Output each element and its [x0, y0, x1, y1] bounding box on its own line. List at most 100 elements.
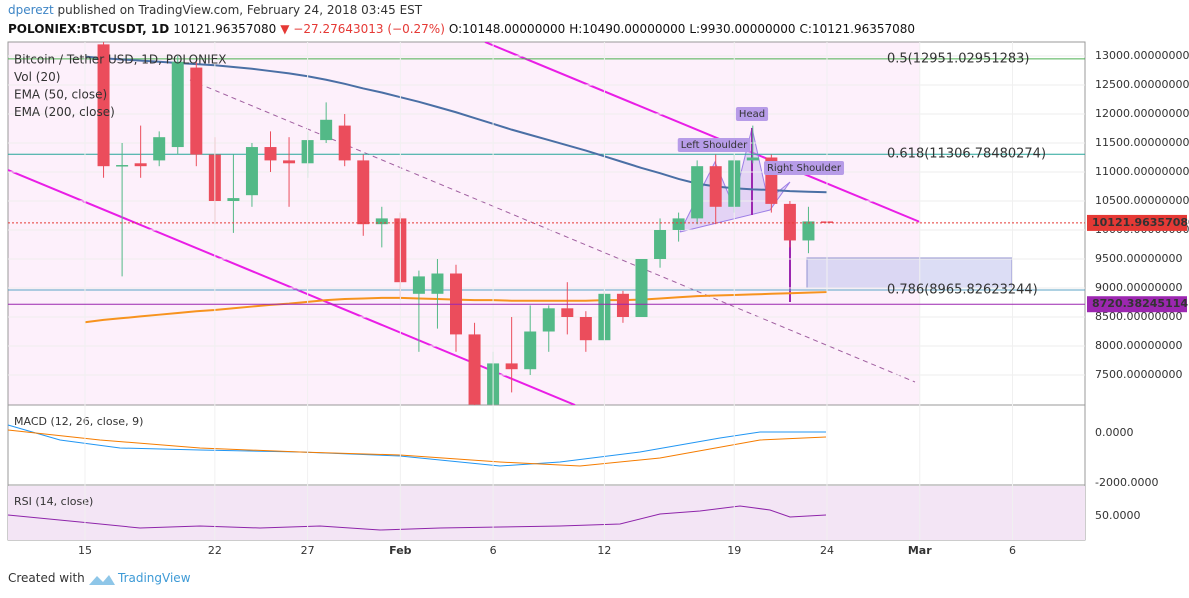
y-tick-label: 9000.00000000	[1095, 281, 1182, 294]
macd-line	[7, 424, 826, 467]
x-tick-label: Feb	[389, 544, 412, 557]
rsi-tick: 50.0000	[1095, 509, 1141, 522]
close: C:10121.96357080	[799, 22, 916, 36]
candle-body	[375, 218, 388, 225]
candle-body	[709, 166, 722, 207]
candle-body	[431, 273, 444, 294]
x-tick-label: 22	[208, 544, 222, 557]
pattern-label: Right Shoulder	[767, 163, 842, 174]
candle-body	[616, 293, 629, 318]
chart: MACD (12, 26, close, 9) 0.0000 -2000.000…	[7, 41, 1189, 557]
last: 10121.96357080	[173, 22, 277, 36]
candle-body	[357, 160, 370, 225]
high: H:10490.00000000	[569, 22, 686, 36]
macd-tick: 0.0000	[1095, 426, 1134, 439]
change: ▼ −27.27643013 (−0.27%)	[280, 22, 445, 36]
legend-entry: Vol (20)	[14, 70, 60, 84]
candle-body	[190, 67, 203, 155]
published: published on TradingView.com, February 2…	[57, 3, 423, 17]
candle-body	[746, 157, 759, 161]
candle-body	[283, 160, 296, 164]
y-tick-label: 13000.00000000	[1095, 49, 1189, 62]
candle-body	[153, 137, 166, 161]
candle-body	[672, 218, 685, 230]
y-tick-label: 11000.00000000	[1095, 165, 1189, 178]
logo	[89, 575, 115, 585]
fib-label: 0.618(11306.78480274)	[887, 147, 1046, 162]
candle-body	[561, 308, 574, 318]
y-tick-label: 12000.00000000	[1095, 107, 1189, 120]
candle-body	[412, 276, 425, 294]
pattern-label: Head	[739, 109, 765, 120]
candle-body	[654, 229, 667, 259]
candle-body	[338, 125, 351, 161]
y-tick-label: 8000.00000000	[1095, 339, 1182, 352]
candle-body	[505, 363, 518, 370]
candle-body	[245, 147, 258, 196]
header: dperezt published on TradingView.com, Fe…	[8, 3, 422, 17]
candle-body	[227, 198, 240, 201]
legend-entry: EMA (50, close)	[14, 88, 107, 102]
legend-entry: Bitcoin / Tether USD, 1D, POLONIEX	[14, 53, 226, 67]
x-tick-label: 12	[597, 544, 611, 557]
candle-body	[171, 61, 184, 148]
x-tick-label: 24	[820, 544, 834, 557]
candle-body	[542, 308, 555, 332]
legend-entry: EMA (200, close)	[14, 105, 115, 119]
user[interactable]: dperezt	[8, 3, 54, 17]
price-tag	[1087, 296, 1187, 313]
price-tag-label: 10121.96357080	[1092, 216, 1189, 229]
x-tick-label: 19	[727, 544, 741, 557]
candle-body	[320, 119, 333, 141]
rsi-line	[7, 505, 827, 531]
x-tick-label: 15	[78, 544, 92, 557]
footer-text: Created with	[8, 571, 85, 585]
rsi-band	[8, 486, 1085, 540]
candle-body	[783, 203, 796, 241]
candle-body	[134, 163, 147, 167]
pattern-tag	[763, 161, 845, 175]
macd-title: MACD (12, 26, close, 9)	[14, 415, 143, 428]
x-tick-label: 6	[490, 544, 497, 557]
low: L:9930.00000000	[689, 22, 796, 36]
fib-label: 0.5(12951.02951283)	[887, 51, 1029, 66]
signal-line	[7, 429, 827, 467]
footer-brand[interactable]: TradingView	[118, 571, 191, 585]
candle-body	[524, 331, 537, 370]
pattern-tag	[677, 138, 751, 152]
pattern-tag	[735, 107, 769, 121]
price-tag	[1087, 214, 1187, 231]
trend-line	[484, 42, 921, 223]
dashed-line	[189, 79, 916, 383]
y-tick-label: 10500.00000000	[1095, 194, 1189, 207]
price-pane	[8, 42, 1085, 405]
price-tag-label: 8720.38245114	[1092, 297, 1188, 310]
open: O:10148.00000000	[448, 22, 566, 36]
channel-shade	[8, 42, 920, 405]
x-tick-label: 27	[301, 544, 315, 557]
candle-body	[264, 147, 277, 161]
pattern-label: Left Shoulder	[681, 140, 748, 151]
y-tick-label: 7500.00000000	[1095, 368, 1182, 381]
y-tick-label: 9500.00000000	[1095, 252, 1182, 265]
symbol: POLONIEX:BTCUSDT, 1D	[8, 22, 170, 36]
macd-tick: -2000.0000	[1095, 476, 1158, 489]
candle-body	[468, 334, 481, 405]
x-tick-label: Mar	[908, 544, 932, 557]
ema-line	[84, 55, 828, 194]
y-tick-label: 11500.00000000	[1095, 136, 1189, 149]
candle-body	[691, 166, 704, 219]
fib-label: 0.786(8965.82623244)	[887, 282, 1038, 297]
ohlc-bar: POLONIEX:BTCUSDT, 1D 10121.96357080 ▼ −27.…	[8, 22, 919, 36]
box	[806, 257, 1013, 289]
candle-body	[97, 44, 110, 167]
candle-body	[116, 165, 129, 167]
y-tick-label: 12500.00000000	[1095, 78, 1189, 91]
y-tick-label: 8500.00000000	[1095, 310, 1182, 323]
rsi-title: RSI (14, close)	[14, 495, 93, 508]
x-tick-label: 6	[1009, 544, 1016, 557]
candle-body	[802, 221, 815, 241]
candle-body	[579, 317, 592, 341]
candle-body	[635, 258, 648, 318]
